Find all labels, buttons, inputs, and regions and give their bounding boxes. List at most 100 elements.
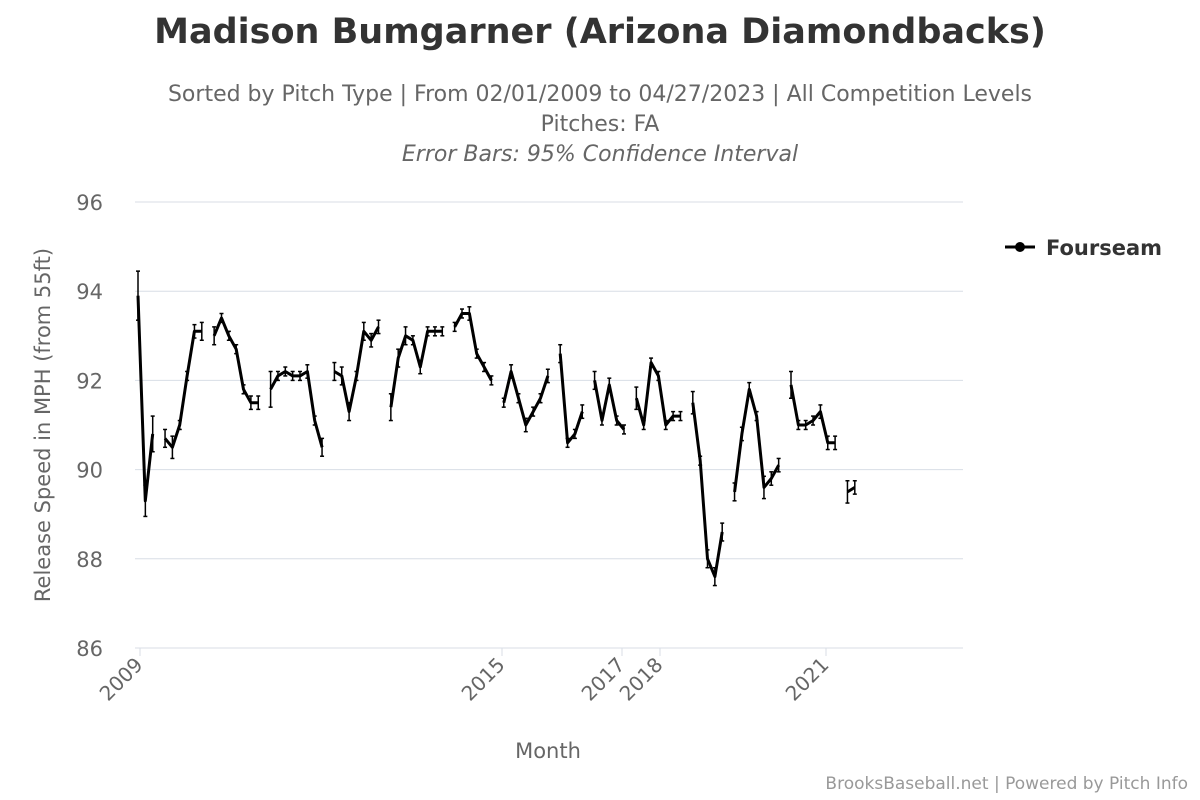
data-point[interactable]	[298, 370, 302, 382]
data-point[interactable]	[467, 306, 472, 321]
data-point[interactable]	[678, 410, 683, 422]
data-point[interactable]	[163, 428, 168, 449]
data-point[interactable]	[656, 370, 661, 382]
data-point[interactable]	[489, 375, 494, 386]
data-point[interactable]	[607, 377, 612, 393]
y-axis-ticks: 86 88 90 92 94 96	[76, 191, 103, 661]
data-point[interactable]	[403, 326, 408, 346]
data-point[interactable]	[796, 419, 801, 431]
data-point[interactable]	[649, 357, 654, 368]
data-point[interactable]	[474, 348, 479, 359]
data-point[interactable]	[256, 395, 261, 411]
data-point[interactable]	[754, 410, 759, 422]
data-point[interactable]	[452, 321, 457, 333]
data-point[interactable]	[275, 370, 280, 382]
data-point[interactable]	[825, 435, 830, 451]
data-point[interactable]	[538, 393, 543, 404]
data-point[interactable]	[354, 370, 359, 382]
data-point[interactable]	[732, 482, 737, 502]
data-point[interactable]	[776, 457, 781, 473]
data-point[interactable]	[761, 475, 766, 500]
data-point[interactable]	[705, 549, 710, 569]
y-axis-label: Release Speed in MPH (from 55ft)	[31, 248, 55, 602]
data-point[interactable]	[199, 321, 204, 342]
x-tick-label: 2017	[577, 653, 630, 706]
data-point[interactable]	[332, 361, 337, 382]
data-point[interactable]	[545, 368, 550, 384]
data-point[interactable]	[803, 419, 808, 431]
data-point[interactable]	[268, 370, 273, 408]
data-point[interactable]	[150, 415, 155, 453]
legend-label-fourseam: Fourseam	[1046, 236, 1162, 260]
data-point[interactable]	[769, 471, 774, 486]
data-point[interactable]	[305, 364, 310, 379]
data-point[interactable]	[143, 484, 148, 518]
data-point[interactable]	[482, 361, 487, 373]
data-point[interactable]	[516, 393, 521, 404]
data-point[interactable]	[671, 410, 676, 422]
data-point[interactable]	[361, 321, 366, 342]
data-point[interactable]	[241, 384, 246, 395]
data-point[interactable]	[388, 393, 393, 422]
data-point[interactable]	[845, 480, 850, 504]
data-point[interactable]	[663, 419, 668, 431]
series-line-segment	[846, 486, 856, 494]
data-point[interactable]	[312, 415, 317, 426]
data-point[interactable]	[599, 415, 604, 426]
data-point[interactable]	[376, 319, 381, 335]
series-line-segment	[558, 353, 584, 445]
data-point[interactable]	[212, 326, 217, 346]
data-point[interactable]	[339, 366, 344, 386]
data-point[interactable]	[192, 323, 197, 339]
data-point[interactable]	[523, 417, 528, 433]
data-point[interactable]	[410, 335, 415, 346]
data-point[interactable]	[592, 370, 597, 391]
credits-link[interactable]: BrooksBaseball.net | Powered by Pitch In…	[825, 774, 1188, 794]
data-point[interactable]	[501, 397, 506, 408]
data-point[interactable]	[558, 343, 563, 364]
data-point[interactable]	[833, 435, 838, 451]
data-point[interactable]	[425, 326, 430, 337]
data-point[interactable]	[720, 522, 725, 542]
y-tick-label: 90	[76, 459, 103, 483]
data-point[interactable]	[509, 364, 514, 379]
data-point[interactable]	[440, 326, 445, 337]
data-point[interactable]	[347, 401, 352, 422]
data-point[interactable]	[460, 308, 464, 319]
data-point[interactable]	[572, 428, 577, 440]
data-point[interactable]	[396, 348, 401, 368]
data-point[interactable]	[418, 359, 423, 375]
data-point[interactable]	[622, 424, 626, 435]
data-point[interactable]	[565, 437, 570, 449]
series-fourseam	[136, 270, 857, 587]
data-point[interactable]	[170, 435, 175, 460]
data-point[interactable]	[432, 326, 437, 337]
legend[interactable]: Fourseam	[1005, 236, 1162, 260]
data-point[interactable]	[811, 415, 816, 426]
data-point[interactable]	[177, 419, 182, 431]
data-point[interactable]	[641, 419, 646, 431]
data-point[interactable]	[185, 370, 190, 382]
data-point[interactable]	[698, 455, 703, 466]
data-point[interactable]	[320, 437, 325, 457]
data-point[interactable]	[369, 332, 374, 348]
data-point[interactable]	[852, 480, 857, 495]
data-point[interactable]	[283, 366, 288, 377]
data-point[interactable]	[531, 406, 536, 417]
data-point[interactable]	[739, 426, 744, 442]
data-point[interactable]	[219, 312, 224, 324]
data-point[interactable]	[234, 343, 239, 355]
data-point[interactable]	[789, 370, 793, 399]
data-point[interactable]	[747, 381, 752, 397]
data-point[interactable]	[634, 386, 639, 411]
data-point[interactable]	[614, 415, 619, 426]
data-point[interactable]	[580, 404, 585, 420]
data-point[interactable]	[248, 395, 253, 411]
data-point[interactable]	[226, 330, 231, 342]
data-point[interactable]	[136, 270, 140, 321]
data-point[interactable]	[712, 566, 717, 587]
data-point[interactable]	[690, 390, 695, 415]
data-point[interactable]	[818, 404, 823, 420]
data-point[interactable]	[290, 370, 295, 382]
